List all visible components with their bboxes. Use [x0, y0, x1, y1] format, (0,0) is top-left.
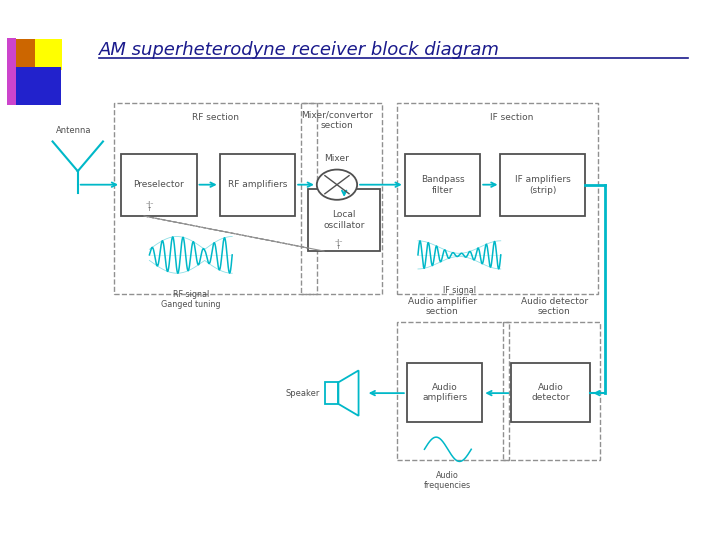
Polygon shape	[338, 370, 359, 416]
Bar	[407, 363, 482, 422]
Bar	[405, 154, 480, 216]
Text: AM superheterodyne receiver block diagram: AM superheterodyne receiver block diagra…	[99, 40, 500, 59]
Text: IF section: IF section	[490, 112, 533, 122]
Text: Mixer/convertor
section: Mixer/convertor section	[301, 110, 373, 130]
Bar	[220, 154, 295, 216]
Text: Audio detector
section: Audio detector section	[521, 296, 588, 316]
Bar	[397, 322, 509, 460]
Text: Preselector: Preselector	[133, 180, 184, 190]
Bar	[121, 154, 197, 216]
Text: Mixer: Mixer	[325, 154, 349, 163]
Bar	[114, 103, 317, 294]
Bar	[325, 382, 338, 404]
Text: Audio
detector: Audio detector	[531, 383, 570, 402]
Text: IF signal: IF signal	[443, 286, 476, 295]
Circle shape	[317, 170, 357, 200]
Bar	[511, 363, 590, 422]
Text: Audio
amplifiers: Audio amplifiers	[422, 383, 467, 402]
Text: Antenna: Antenna	[56, 126, 92, 135]
Text: RF signal
Ganged tuning: RF signal Ganged tuning	[161, 290, 220, 309]
Bar	[301, 103, 382, 294]
Bar	[308, 189, 380, 251]
Text: Bandpass
filter: Bandpass filter	[420, 176, 464, 194]
Text: Audio amplifier
section: Audio amplifier section	[408, 296, 477, 316]
Text: Audio
frequencies: Audio frequencies	[424, 471, 472, 490]
Bar	[35, 39, 62, 70]
Bar	[7, 39, 35, 70]
Bar	[14, 68, 61, 105]
Text: –|–
↑: –|– ↑	[334, 239, 343, 249]
Bar	[503, 322, 600, 460]
Bar	[500, 154, 585, 216]
Bar	[7, 38, 16, 105]
Bar	[397, 103, 598, 294]
Text: –|–
↑: –|– ↑	[145, 201, 154, 212]
Text: Speaker: Speaker	[285, 389, 320, 397]
Text: IF amplifiers
(strip): IF amplifiers (strip)	[515, 176, 571, 194]
Text: Local
oscillator: Local oscillator	[323, 211, 365, 229]
Text: RF section: RF section	[192, 112, 240, 122]
Text: RF amplifiers: RF amplifiers	[228, 180, 287, 190]
